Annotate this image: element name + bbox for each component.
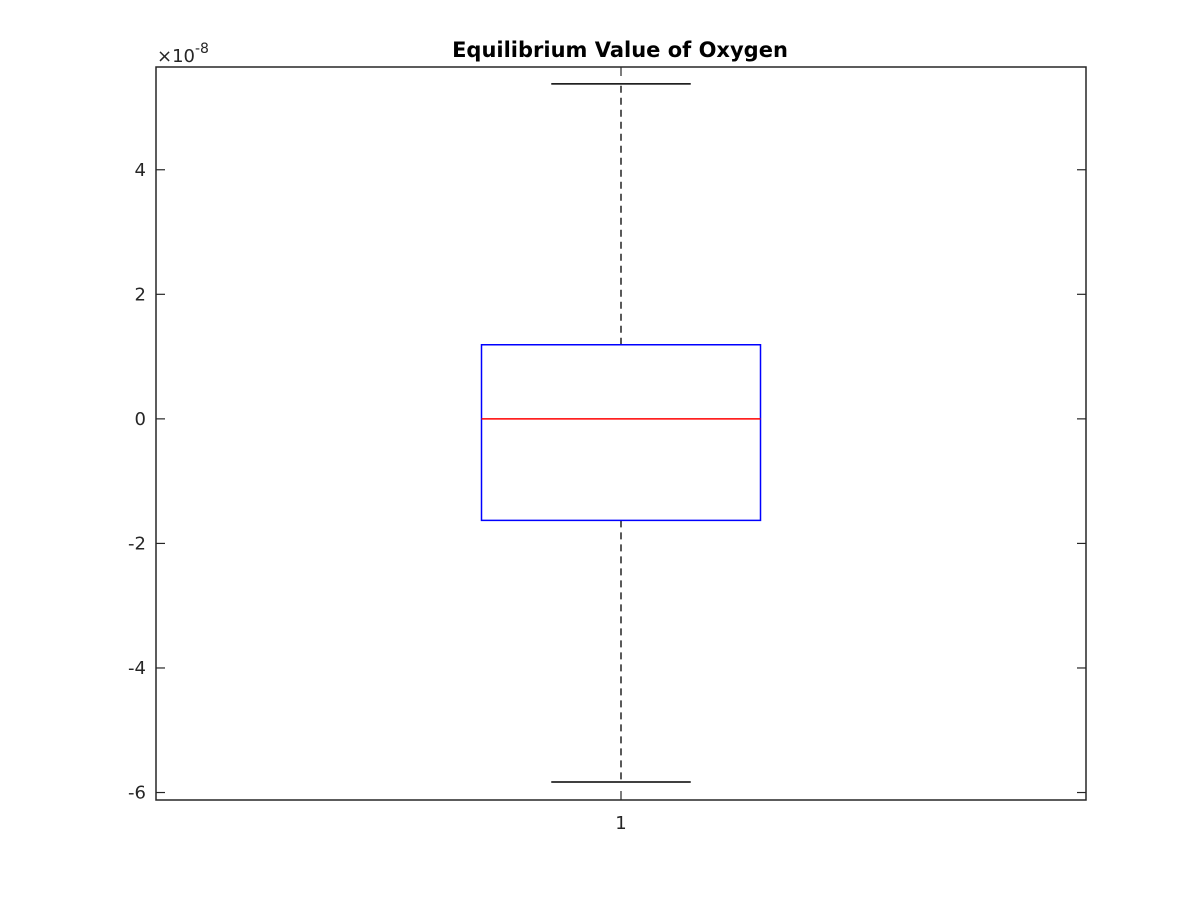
x-tick-label: 1	[615, 813, 626, 834]
y-tick-label: 2	[135, 284, 146, 305]
y-tick-label: -6	[128, 783, 146, 804]
chart-title: Equilibrium Value of Oxygen	[452, 38, 788, 62]
y-axis-ticks: -6 -4 -2 0 2 4	[128, 160, 1086, 804]
plot-marks	[480, 83, 762, 783]
x-axis-ticks: 1	[615, 67, 627, 834]
y-tick-label: -4	[128, 658, 146, 679]
box-group	[480, 83, 762, 783]
y-tick-label: -2	[128, 533, 146, 554]
interquartile-box	[480, 344, 762, 522]
y-tick-label: 0	[135, 409, 146, 430]
y-axis-exponent-base: ×10	[157, 46, 195, 67]
y-tick-label: 4	[135, 160, 146, 181]
y-axis-exponent: ×10-8	[157, 41, 209, 67]
y-axis-exponent-power: -8	[195, 41, 209, 57]
axes-frame	[155, 66, 1087, 801]
